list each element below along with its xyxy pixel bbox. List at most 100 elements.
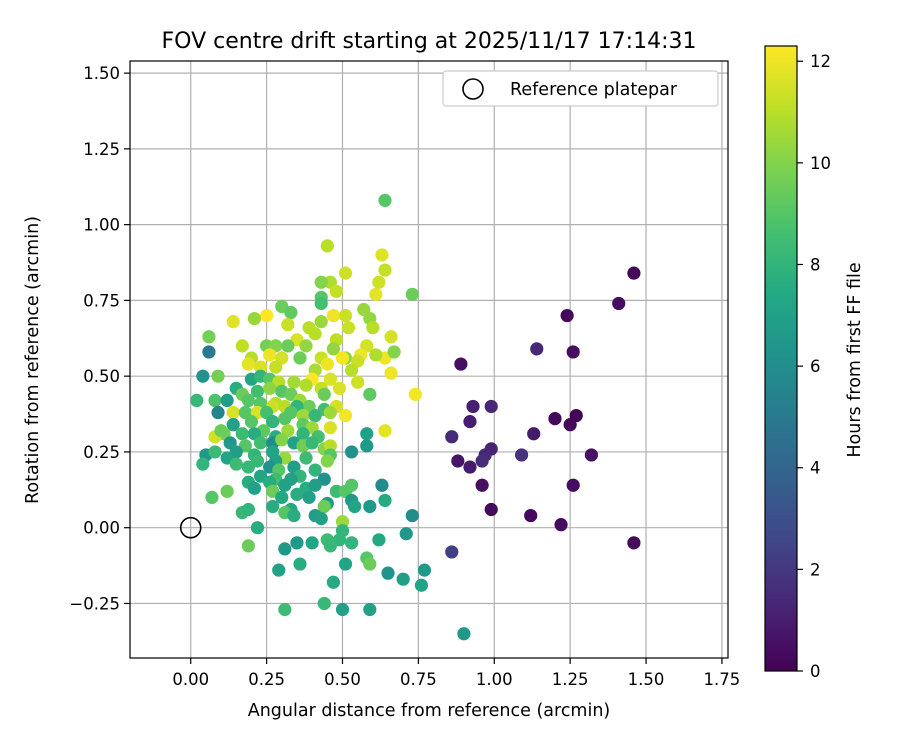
y-tick-label: 0.75 bbox=[83, 291, 120, 310]
data-point bbox=[314, 275, 328, 289]
data-point bbox=[375, 248, 389, 262]
data-point bbox=[320, 239, 334, 253]
colorbar: 0 2 4 6 8 10 12 Hours from first FF file bbox=[764, 45, 865, 681]
x-tick-label: 1.00 bbox=[476, 670, 513, 689]
data-point bbox=[226, 418, 240, 432]
legend: Reference platepar bbox=[442, 70, 719, 107]
data-point bbox=[457, 627, 471, 641]
data-point bbox=[241, 357, 255, 371]
y-axis-ticks: −0.25 0.00 0.25 0.50 0.75 1.00 1.25 1.50 bbox=[69, 64, 130, 613]
data-point bbox=[627, 266, 641, 280]
data-point bbox=[302, 490, 316, 504]
data-point bbox=[284, 305, 298, 320]
data-point bbox=[275, 490, 289, 504]
data-point bbox=[226, 405, 240, 420]
data-point bbox=[548, 411, 562, 426]
colorbar-tick-label: 0 bbox=[810, 662, 821, 681]
data-point bbox=[320, 454, 334, 468]
data-point bbox=[314, 296, 328, 311]
data-point bbox=[335, 602, 350, 617]
data-point bbox=[344, 445, 359, 459]
data-point bbox=[296, 427, 310, 441]
data-point bbox=[278, 478, 292, 492]
data-point bbox=[308, 478, 322, 492]
x-tick-label: 0.50 bbox=[324, 670, 361, 689]
colorbar-tick-label: 4 bbox=[810, 459, 821, 478]
data-point bbox=[211, 369, 225, 383]
data-point bbox=[259, 308, 274, 323]
data-point bbox=[344, 363, 359, 377]
colorbar-tick-label: 2 bbox=[810, 560, 821, 579]
data-point bbox=[466, 399, 480, 414]
data-point bbox=[396, 572, 410, 586]
data-point bbox=[308, 327, 322, 341]
data-point bbox=[323, 539, 337, 553]
data-point bbox=[335, 351, 350, 365]
y-tick-label: 1.00 bbox=[83, 216, 120, 235]
data-point bbox=[463, 460, 477, 474]
data-point bbox=[414, 578, 429, 592]
data-point bbox=[338, 308, 353, 323]
data-point bbox=[269, 360, 283, 374]
data-point bbox=[226, 315, 240, 329]
data-point bbox=[305, 436, 319, 450]
data-point bbox=[363, 499, 377, 514]
data-point bbox=[484, 399, 498, 414]
colorbar-gradient bbox=[764, 45, 798, 672]
colorbar-tick-label: 12 bbox=[810, 52, 831, 71]
data-point bbox=[317, 596, 331, 611]
data-point bbox=[293, 351, 307, 365]
data-point bbox=[348, 499, 362, 514]
data-point bbox=[375, 478, 389, 492]
data-point bbox=[323, 372, 337, 386]
colorbar-ticks: 0 2 4 6 8 10 12 bbox=[797, 52, 831, 681]
data-point bbox=[278, 411, 292, 426]
data-point bbox=[208, 393, 222, 408]
data-point bbox=[454, 357, 468, 371]
data-point bbox=[326, 308, 340, 323]
data-point bbox=[363, 557, 377, 571]
data-point bbox=[338, 266, 353, 280]
data-point bbox=[317, 387, 331, 401]
data-point bbox=[205, 490, 219, 504]
legend-marker-reference bbox=[462, 78, 484, 100]
data-point bbox=[363, 387, 377, 401]
legend-label-reference: Reference platepar bbox=[510, 80, 678, 100]
data-point bbox=[287, 375, 301, 389]
data-point bbox=[190, 393, 204, 408]
data-point bbox=[378, 193, 392, 208]
data-point bbox=[372, 533, 386, 547]
data-point bbox=[475, 478, 489, 492]
data-point bbox=[378, 263, 392, 277]
y-tick-label: −0.25 bbox=[69, 594, 120, 613]
data-point bbox=[211, 405, 225, 420]
data-point bbox=[323, 439, 337, 453]
data-point bbox=[323, 405, 337, 420]
data-point bbox=[272, 563, 286, 577]
data-point bbox=[290, 487, 304, 501]
data-point bbox=[317, 499, 331, 514]
data-point bbox=[378, 493, 392, 508]
data-point bbox=[627, 536, 641, 550]
data-point bbox=[363, 602, 377, 617]
data-point bbox=[344, 536, 359, 550]
data-point bbox=[351, 375, 365, 389]
data-point bbox=[369, 287, 383, 301]
data-point bbox=[366, 321, 380, 335]
y-tick-label: 0.25 bbox=[83, 443, 120, 462]
data-point bbox=[445, 430, 459, 444]
data-point bbox=[563, 418, 577, 432]
data-point bbox=[299, 378, 313, 392]
data-point bbox=[387, 345, 401, 359]
data-point bbox=[338, 557, 353, 571]
data-point bbox=[263, 381, 277, 395]
reference-platepar-marker bbox=[179, 516, 202, 539]
x-tick-label: 0.25 bbox=[248, 670, 285, 689]
data-point bbox=[253, 360, 268, 374]
x-axis-ticks: 0.00 0.25 0.50 0.75 1.00 1.25 1.50 1.75 bbox=[172, 658, 740, 689]
data-point bbox=[253, 436, 268, 450]
chart-title: FOV centre drift starting at 2025/11/17 … bbox=[162, 29, 697, 54]
colorbar-tick-label: 10 bbox=[810, 154, 831, 173]
data-point bbox=[281, 318, 295, 332]
data-point bbox=[584, 448, 599, 462]
